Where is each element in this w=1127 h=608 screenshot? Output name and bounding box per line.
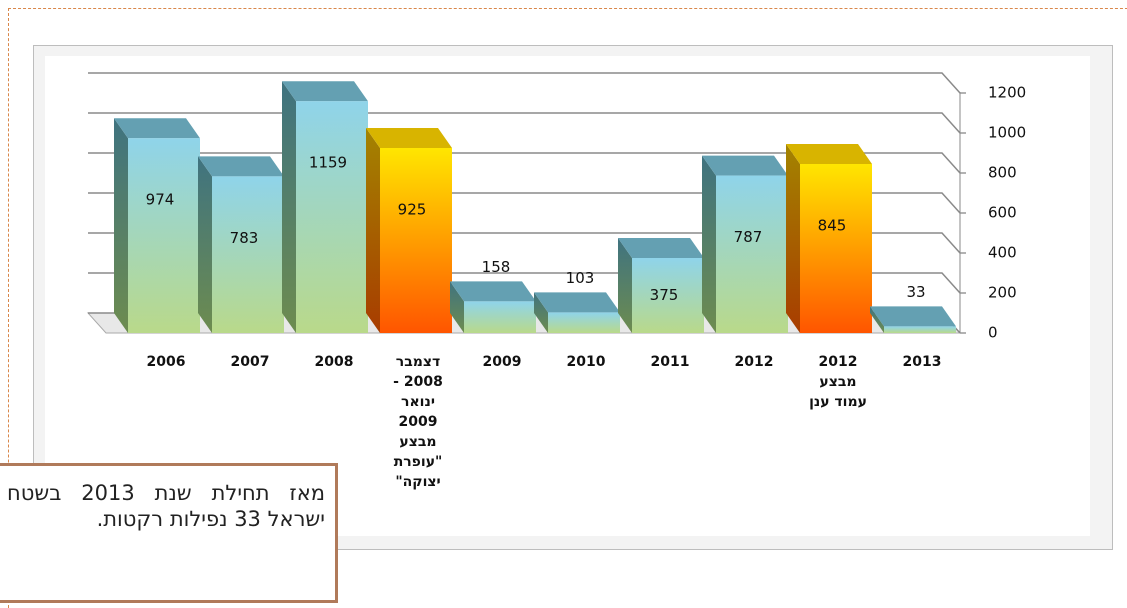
- value-label: 33: [906, 283, 925, 301]
- value-label: 375: [650, 286, 679, 304]
- y-tick-label: 200: [988, 284, 1017, 302]
- bar: [786, 144, 872, 333]
- bar-top: [366, 128, 452, 148]
- chart: 0 200 400 600 800 1000 1200 974 783 1159 925 158 103…: [86, 72, 1026, 342]
- x-tick-label: 2011: [650, 354, 690, 370]
- x-tick-label: 2013: [902, 354, 942, 370]
- bar: [450, 281, 536, 333]
- x-tick-label: 2007: [230, 354, 270, 370]
- bar-top: [786, 144, 872, 164]
- bar: [702, 155, 788, 333]
- value-label: 103: [566, 269, 595, 287]
- value-label: 787: [734, 228, 763, 246]
- bar-front: [212, 176, 284, 333]
- bar: [366, 128, 452, 333]
- bar-side: [870, 306, 884, 333]
- bar-top: [450, 281, 536, 302]
- bar: [534, 292, 620, 333]
- value-label: 845: [818, 217, 847, 235]
- x-tick-label: 2012: [734, 354, 774, 370]
- x-tick-label: 2008: [314, 354, 354, 370]
- page: {"chart_data": {"type": "bar3d", "catego…: [0, 8, 1127, 608]
- bar-side: [450, 281, 464, 333]
- bar-front: [800, 164, 872, 333]
- bar-side: [282, 81, 296, 333]
- bar-top: [114, 118, 200, 139]
- bar-front: [296, 101, 368, 333]
- bar: [114, 118, 200, 333]
- value-label: 783: [230, 229, 259, 247]
- bar-side: [366, 128, 380, 333]
- value-label: 1159: [309, 154, 347, 172]
- bar-front: [548, 312, 620, 333]
- y-tick-label: 0: [988, 324, 998, 342]
- annotation-box: מאז תחילת שנת 2013 בשטח ישראל 33 נפילות …: [0, 463, 338, 603]
- value-label: 158: [482, 258, 511, 276]
- bar-top: [702, 155, 788, 176]
- bar-side: [618, 238, 632, 333]
- grid-line: [88, 112, 961, 134]
- bar-side: [114, 118, 128, 333]
- bar-top: [870, 306, 956, 327]
- bar: [618, 238, 704, 333]
- bar-front: [464, 301, 536, 333]
- x-tick-label: 2012 מבצע עמוד ענן: [809, 354, 867, 410]
- bar-top: [198, 156, 284, 177]
- bar: [282, 81, 368, 333]
- y-tick-label: 400: [988, 244, 1017, 262]
- x-tick-label: 2006: [146, 354, 186, 370]
- y-tick-label: 600: [988, 204, 1017, 222]
- bar-side: [534, 292, 548, 333]
- bar-front: [716, 175, 788, 333]
- bar: [198, 156, 284, 333]
- grid-line: [88, 72, 961, 94]
- bar-side: [702, 155, 716, 333]
- x-tick-label: 2010: [566, 354, 606, 370]
- bar-side: [786, 144, 800, 333]
- bar: [870, 306, 956, 333]
- bar-front: [884, 326, 956, 333]
- dashed-frame: [8, 8, 1127, 608]
- bar-front: [128, 138, 200, 333]
- y-tick-label: 1000: [988, 124, 1026, 142]
- bar-front: [632, 258, 704, 333]
- value-label: 925: [398, 201, 427, 219]
- bar-front: [380, 148, 452, 333]
- bar-top: [534, 292, 620, 313]
- y-tick-label: 800: [988, 164, 1017, 182]
- x-tick-label: דצמבר 2008 - ינואר 2009 מבצע "עופרת יצוק…: [393, 354, 443, 490]
- bar-top: [282, 81, 368, 102]
- bar-side: [198, 156, 212, 333]
- bar-top: [618, 238, 704, 258]
- x-tick-label: 2009: [482, 354, 522, 370]
- y-tick-label: 1200: [988, 84, 1026, 102]
- value-label: 974: [146, 191, 175, 209]
